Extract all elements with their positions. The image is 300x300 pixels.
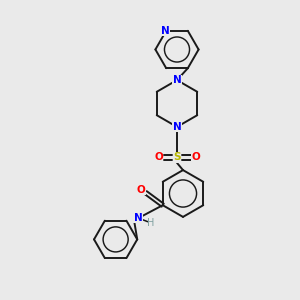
Text: N: N xyxy=(172,75,182,85)
Text: N: N xyxy=(134,213,142,223)
Text: H: H xyxy=(147,218,154,228)
Text: O: O xyxy=(154,152,163,163)
Text: O: O xyxy=(137,184,146,195)
Text: O: O xyxy=(191,152,200,163)
Text: S: S xyxy=(173,152,181,163)
Text: N: N xyxy=(172,122,182,132)
Text: N: N xyxy=(161,26,170,36)
